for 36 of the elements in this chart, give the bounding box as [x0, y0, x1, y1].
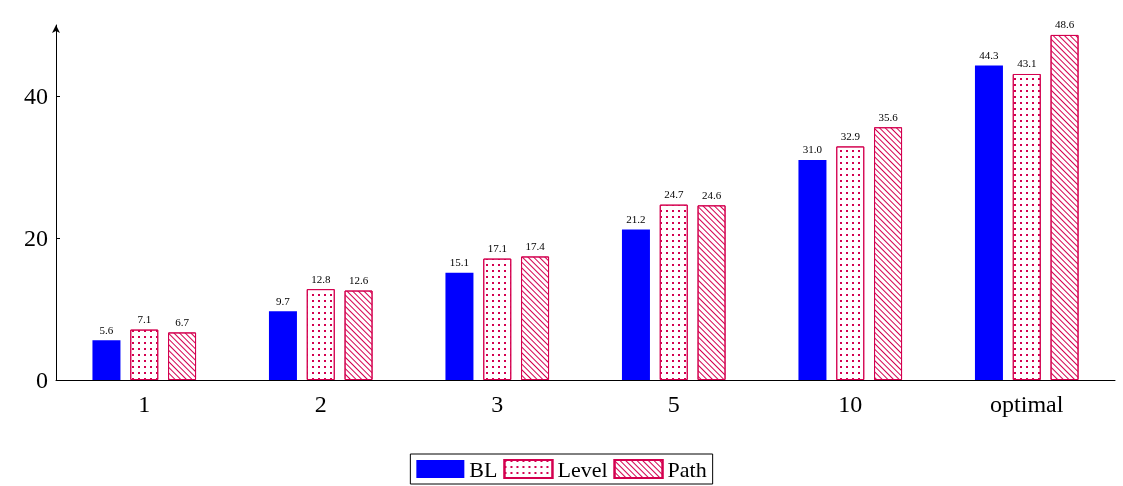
data-label: 32.9 — [840, 129, 861, 142]
y-tick-label: 20 — [24, 225, 48, 251]
data-label: 24.6 — [701, 188, 722, 201]
bar — [621, 229, 650, 380]
data-label: 31.0 — [802, 143, 823, 156]
data-label: 9.7 — [276, 294, 291, 307]
data-label: 12.8 — [311, 272, 331, 285]
bar — [798, 159, 827, 380]
data-label: 21.2 — [626, 212, 646, 225]
data-label: 35.6 — [878, 110, 899, 123]
legend-label: BL — [469, 456, 498, 482]
data-label: 17.4 — [525, 239, 546, 252]
data-label: 24.7 — [664, 188, 684, 201]
data-label: 15.1 — [449, 256, 470, 269]
data-label: 12.6 — [348, 274, 369, 287]
data-label: 5.6 — [99, 323, 114, 336]
data-label: 43.1 — [1017, 57, 1037, 70]
legend-label: Level — [557, 456, 608, 482]
x-tick-label: 10 — [838, 391, 863, 417]
bar — [92, 340, 121, 380]
y-tick-label: 0 — [36, 367, 48, 393]
bar — [445, 272, 474, 380]
data-label: 17.1 — [487, 242, 507, 255]
y-tick-label: 40 — [24, 83, 48, 109]
x-tick-label: 5 — [667, 391, 680, 417]
data-label: 7.1 — [137, 313, 152, 326]
bar — [268, 311, 297, 380]
data-label: 48.6 — [1054, 18, 1075, 31]
x-tick-label: 3 — [491, 391, 504, 417]
data-label: 44.3 — [979, 48, 1000, 61]
x-tick-label: optimal — [990, 391, 1064, 417]
x-tick-label: 1 — [138, 391, 151, 417]
data-label: 6.7 — [175, 315, 190, 328]
legend-label: Path — [667, 456, 707, 482]
x-tick-label: 2 — [314, 391, 327, 417]
bar — [974, 65, 1003, 380]
